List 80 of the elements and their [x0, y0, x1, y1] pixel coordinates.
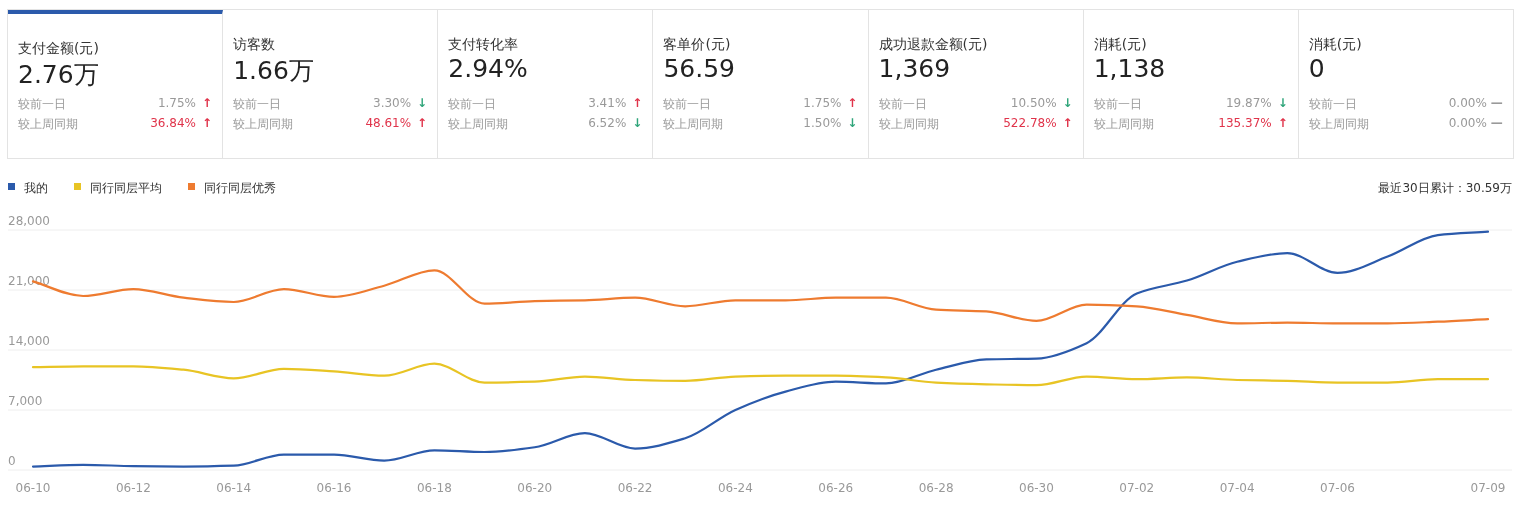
x-tick-label: 06-10 [15, 481, 51, 495]
text: 6.52% [588, 116, 627, 130]
x-tick-label: 06-16 [316, 481, 352, 495]
text: 较前一日 [233, 96, 282, 113]
legend-label: 同行同层优秀 [204, 181, 276, 195]
text: 1.75% [803, 96, 842, 110]
text: 1.75% [157, 96, 196, 110]
text: 1,138 [1093, 54, 1166, 83]
text: 较上周同期 [1308, 116, 1369, 133]
text: 2.94% [448, 54, 528, 83]
x-tick-label: 06-18 [416, 481, 452, 495]
text: 最近30日累计：30.59万 [1378, 181, 1512, 195]
x-tick-label: 06-14 [216, 481, 252, 495]
text: 2.76万 [18, 59, 99, 91]
text: 支付金额(元) [18, 40, 99, 58]
text: 较上周同期 [448, 116, 509, 133]
text: ↓ [632, 116, 643, 130]
text: 1.50% [803, 116, 842, 130]
text: 56.59 [663, 54, 735, 83]
text: ↓ [417, 96, 428, 110]
text: 消耗(元) [1308, 36, 1362, 54]
text: 较上周同期 [878, 116, 939, 133]
text: — [1490, 116, 1503, 130]
text: ↓ [847, 116, 858, 130]
x-tick-label: 06-30 [1019, 481, 1054, 495]
text: ↑ [847, 96, 858, 110]
text: 访客数 [233, 36, 276, 54]
x-tick-label: 07-09 [1470, 481, 1506, 495]
text: 0.00% [1448, 116, 1487, 130]
x-tick-label: 06-20 [517, 481, 553, 495]
y-tick-label: 7,000 [8, 394, 43, 408]
text: ↑ [201, 116, 212, 130]
text: 522.78% [1003, 116, 1057, 130]
text: 消耗(元) [1093, 36, 1147, 54]
x-tick-label: 07-06 [1320, 481, 1355, 495]
text: 较上周同期 [233, 116, 294, 133]
text: 10.50% [1010, 96, 1057, 110]
text: 较前一日 [663, 96, 712, 113]
text: 19.87% [1225, 96, 1272, 110]
y-tick-label: 14,000 [8, 334, 50, 348]
text: 较前一日 [1308, 96, 1357, 113]
text: ↓ [1062, 96, 1073, 110]
text: 135.37% [1218, 116, 1272, 130]
x-tick-label: 06-28 [918, 481, 954, 495]
text: 3.41% [588, 96, 627, 110]
text: 0.00% [1448, 96, 1487, 110]
x-tick-label: 06-12 [115, 481, 151, 495]
text: 较上周同期 [663, 116, 724, 133]
text: 较上周同期 [1093, 116, 1154, 133]
x-tick-label: 06-24 [717, 481, 753, 495]
text: 48.61% [365, 116, 412, 130]
y-tick-label: 0 [8, 454, 16, 468]
text: ↑ [1277, 116, 1288, 130]
legend-label: 同行同层平均 [90, 181, 162, 195]
text: 0 [1308, 54, 1325, 83]
text: 36.84% [150, 116, 196, 130]
text: — [1490, 96, 1503, 110]
x-tick-label: 06-22 [617, 481, 653, 495]
text: 成功退款金额(元) [878, 36, 988, 54]
x-tick-label: 06-26 [818, 481, 854, 495]
text: ↑ [632, 96, 643, 110]
text: ↓ [1277, 96, 1288, 110]
text: ↑ [1062, 116, 1073, 130]
text: 较上周同期 [18, 116, 78, 133]
text: 1,369 [878, 54, 951, 83]
text: 较前一日 [878, 96, 927, 113]
y-tick-label: 21,000 [8, 274, 50, 288]
text: 较前一日 [448, 96, 497, 113]
text: 较前一日 [1093, 96, 1142, 113]
text: 支付转化率 [448, 36, 519, 54]
text: 客单价(元) [663, 36, 731, 54]
y-tick-label: 28,000 [8, 214, 50, 228]
text: 较前一日 [18, 96, 66, 113]
text: 3.30% [373, 96, 412, 110]
text: 1.66万 [233, 55, 314, 87]
x-tick-label: 07-02 [1119, 481, 1155, 495]
legend-label: 我的 [24, 181, 48, 195]
text: ↑ [201, 96, 212, 110]
text: ↑ [417, 116, 428, 130]
x-tick-label: 07-04 [1219, 481, 1255, 495]
